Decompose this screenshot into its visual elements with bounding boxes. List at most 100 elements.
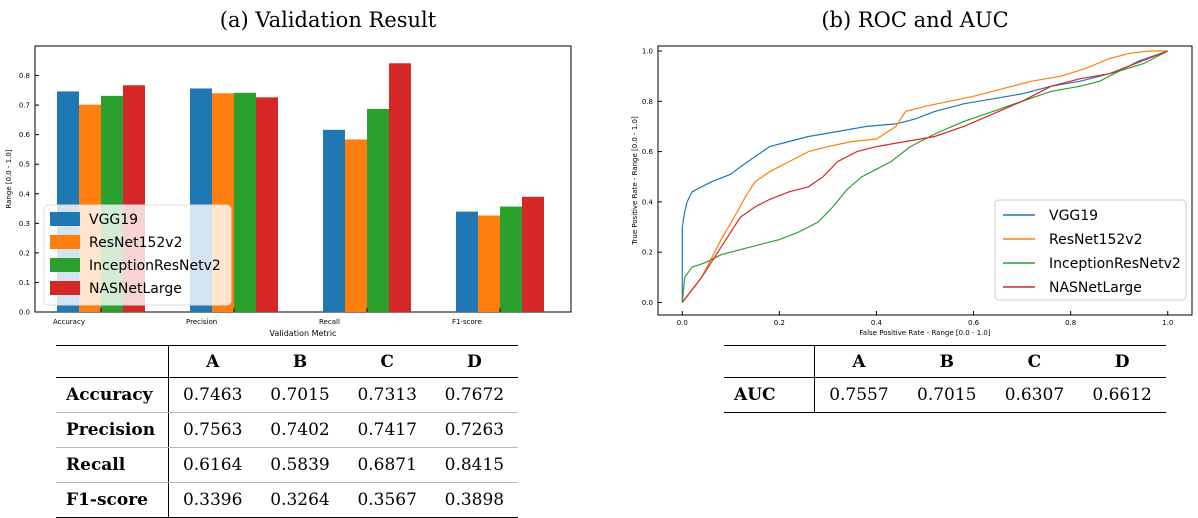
legend-box: [994, 199, 1187, 301]
y-tick-label: 0.6: [642, 148, 654, 156]
legend-label: VGG19: [89, 212, 138, 228]
column-header: C: [990, 345, 1079, 378]
x-tick-label: 0.6: [968, 319, 980, 327]
table-row: Recall 0.6164 0.5839 0.6871 0.8415: [56, 447, 518, 483]
bar: [345, 139, 367, 312]
table-row: AUC 0.7557 0.7015 0.6307 0.6612: [724, 377, 1166, 413]
y-tick-label: 1.0: [642, 48, 653, 56]
table-cell: 0.7563: [168, 412, 257, 448]
row-label: Recall: [56, 447, 169, 483]
roc-line-chart: 0.0 0.2 0.4 0.6 0.8 1.0 0.0 0.2 0.4 0.6 0.8 1.0 Fals…: [631, 45, 1193, 337]
table-cell: 0.6612: [1078, 377, 1166, 413]
y-tick-label: 0.2: [642, 249, 653, 257]
table-cell: 0.5839: [256, 447, 344, 483]
roc-line-inceptionresnetv2: [681, 50, 1168, 303]
bar: [323, 129, 345, 312]
row-label: Precision: [56, 412, 169, 448]
y-tick-label: 0.3: [19, 220, 30, 228]
legend-label: InceptionResNetv2: [1049, 256, 1181, 272]
plot-frame: [657, 45, 1193, 316]
legend-label: NASNetLarge: [89, 281, 182, 297]
legend-label: VGG19: [1049, 208, 1098, 224]
bar: [256, 97, 278, 312]
legend-label: ResNet152v2: [1049, 232, 1143, 248]
table-cell: 0.6307: [990, 377, 1079, 413]
bar: [389, 63, 411, 312]
x-tick-label: 0.0: [677, 319, 688, 327]
table-cell: 0.3898: [430, 482, 518, 518]
x-tick-label: 1.0: [1162, 319, 1173, 327]
x-tick-label: Precision: [186, 318, 217, 326]
table-row: Accuracy 0.7463 0.7015 0.7313 0.7672: [56, 377, 518, 413]
x-axis-label: False Positive Rate - Range [0.0 - 1.0]: [859, 329, 990, 337]
table-cell: 0.7557: [814, 377, 903, 413]
bar: [522, 196, 544, 312]
y-tick-label: 0.2: [19, 249, 30, 257]
y-tick-label: 0.4: [19, 190, 31, 198]
table-cell: 0.7463: [168, 377, 257, 413]
column-header: B: [902, 345, 991, 378]
table-row: F1-score 0.3396 0.3264 0.3567 0.3898: [56, 482, 518, 518]
column-header: A: [168, 345, 257, 378]
legend: VGG19 ResNet152v2 InceptionResNetv2 NASNetL…: [994, 199, 1187, 301]
legend-swatch: [50, 212, 80, 226]
roc-chart-title: (b) ROC and AUC: [821, 8, 1009, 32]
column-header: B: [256, 345, 344, 378]
x-tick-label: Accuracy: [53, 318, 85, 326]
x-axis-label: Validation Metric: [270, 329, 337, 338]
validation-results-table: A B C D Accuracy 0.7463 0.7015 0.7313 0.…: [56, 345, 518, 518]
y-tick-label: 0.6: [19, 131, 31, 139]
x-tick-label: F1-score: [452, 318, 482, 326]
legend-label: ResNet152v2: [89, 235, 183, 251]
x-tick-label: 0.4: [871, 319, 883, 327]
legend-swatch: [50, 258, 80, 272]
table-cell: 0.8415: [430, 447, 518, 483]
bar: [478, 215, 500, 312]
table-row: Precision 0.7563 0.7402 0.7417 0.7263: [56, 412, 518, 448]
y-tick-label: 0.5: [19, 161, 30, 169]
row-label: AUC: [724, 377, 815, 413]
bar-chart-title: (a) Validation Result: [219, 8, 437, 32]
column-header: D: [430, 345, 518, 378]
table-cell: 0.7672: [430, 377, 518, 413]
y-axis-label: Range [0.0 - 1.0]: [5, 149, 13, 208]
table-cell: 0.3396: [168, 482, 257, 518]
table-cell: 0.7015: [256, 377, 344, 413]
plot-frame: [34, 45, 572, 313]
y-tick-label: 0.0: [19, 309, 30, 317]
table-cell: 0.3264: [256, 482, 344, 518]
column-header: A: [814, 345, 903, 378]
y-tick-label: 0.8: [642, 98, 653, 106]
x-tick-label: Recall: [319, 318, 340, 326]
auc-table: A B C D AUC 0.7557 0.7015 0.6307 0.6612: [724, 345, 1166, 413]
x-tick-label: 0.2: [774, 319, 785, 327]
table-cell: 0.7417: [343, 412, 431, 448]
y-tick-label: 0.8: [19, 72, 30, 80]
bar: [367, 108, 389, 313]
table-cell: 0.7263: [430, 412, 518, 448]
table-cell: 0.6871: [343, 447, 431, 483]
roc-line-resnet152v2: [681, 50, 1168, 303]
column-header: D: [1078, 345, 1166, 378]
y-tick-label: 0.1: [19, 279, 30, 287]
legend-label: InceptionResNetv2: [89, 258, 221, 274]
legend-label: NASNetLarge: [1049, 280, 1142, 296]
x-tick-label: 0.8: [1065, 319, 1076, 327]
table-cell: 0.7402: [256, 412, 344, 448]
bar: [234, 92, 256, 313]
bar: [456, 211, 478, 312]
roc-line-nasnetlarge: [681, 50, 1168, 303]
roc-line-vgg19: [681, 50, 1168, 303]
table-cell: 0.3567: [343, 482, 431, 518]
row-label: F1-score: [56, 482, 169, 518]
table-cell: 0.7313: [343, 377, 431, 413]
y-tick-label: 0.7: [19, 102, 30, 110]
table-cell: 0.6164: [168, 447, 257, 483]
table-cell: 0.7015: [902, 377, 991, 413]
legend: VGG19 ResNet152v2 InceptionResNetv2 NASNetL…: [43, 204, 232, 306]
validation-bar-chart: 0.0 0.1 0.2 0.3 0.4 0.5 0.6 0.7 0.8 Accuracy Preci…: [5, 45, 572, 338]
legend-swatch: [50, 281, 80, 295]
y-axis-label: True Positive Rate - Range [0.0 - 1.0]: [631, 116, 639, 246]
y-tick-label: 0.0: [642, 299, 653, 307]
column-header: C: [343, 345, 431, 378]
